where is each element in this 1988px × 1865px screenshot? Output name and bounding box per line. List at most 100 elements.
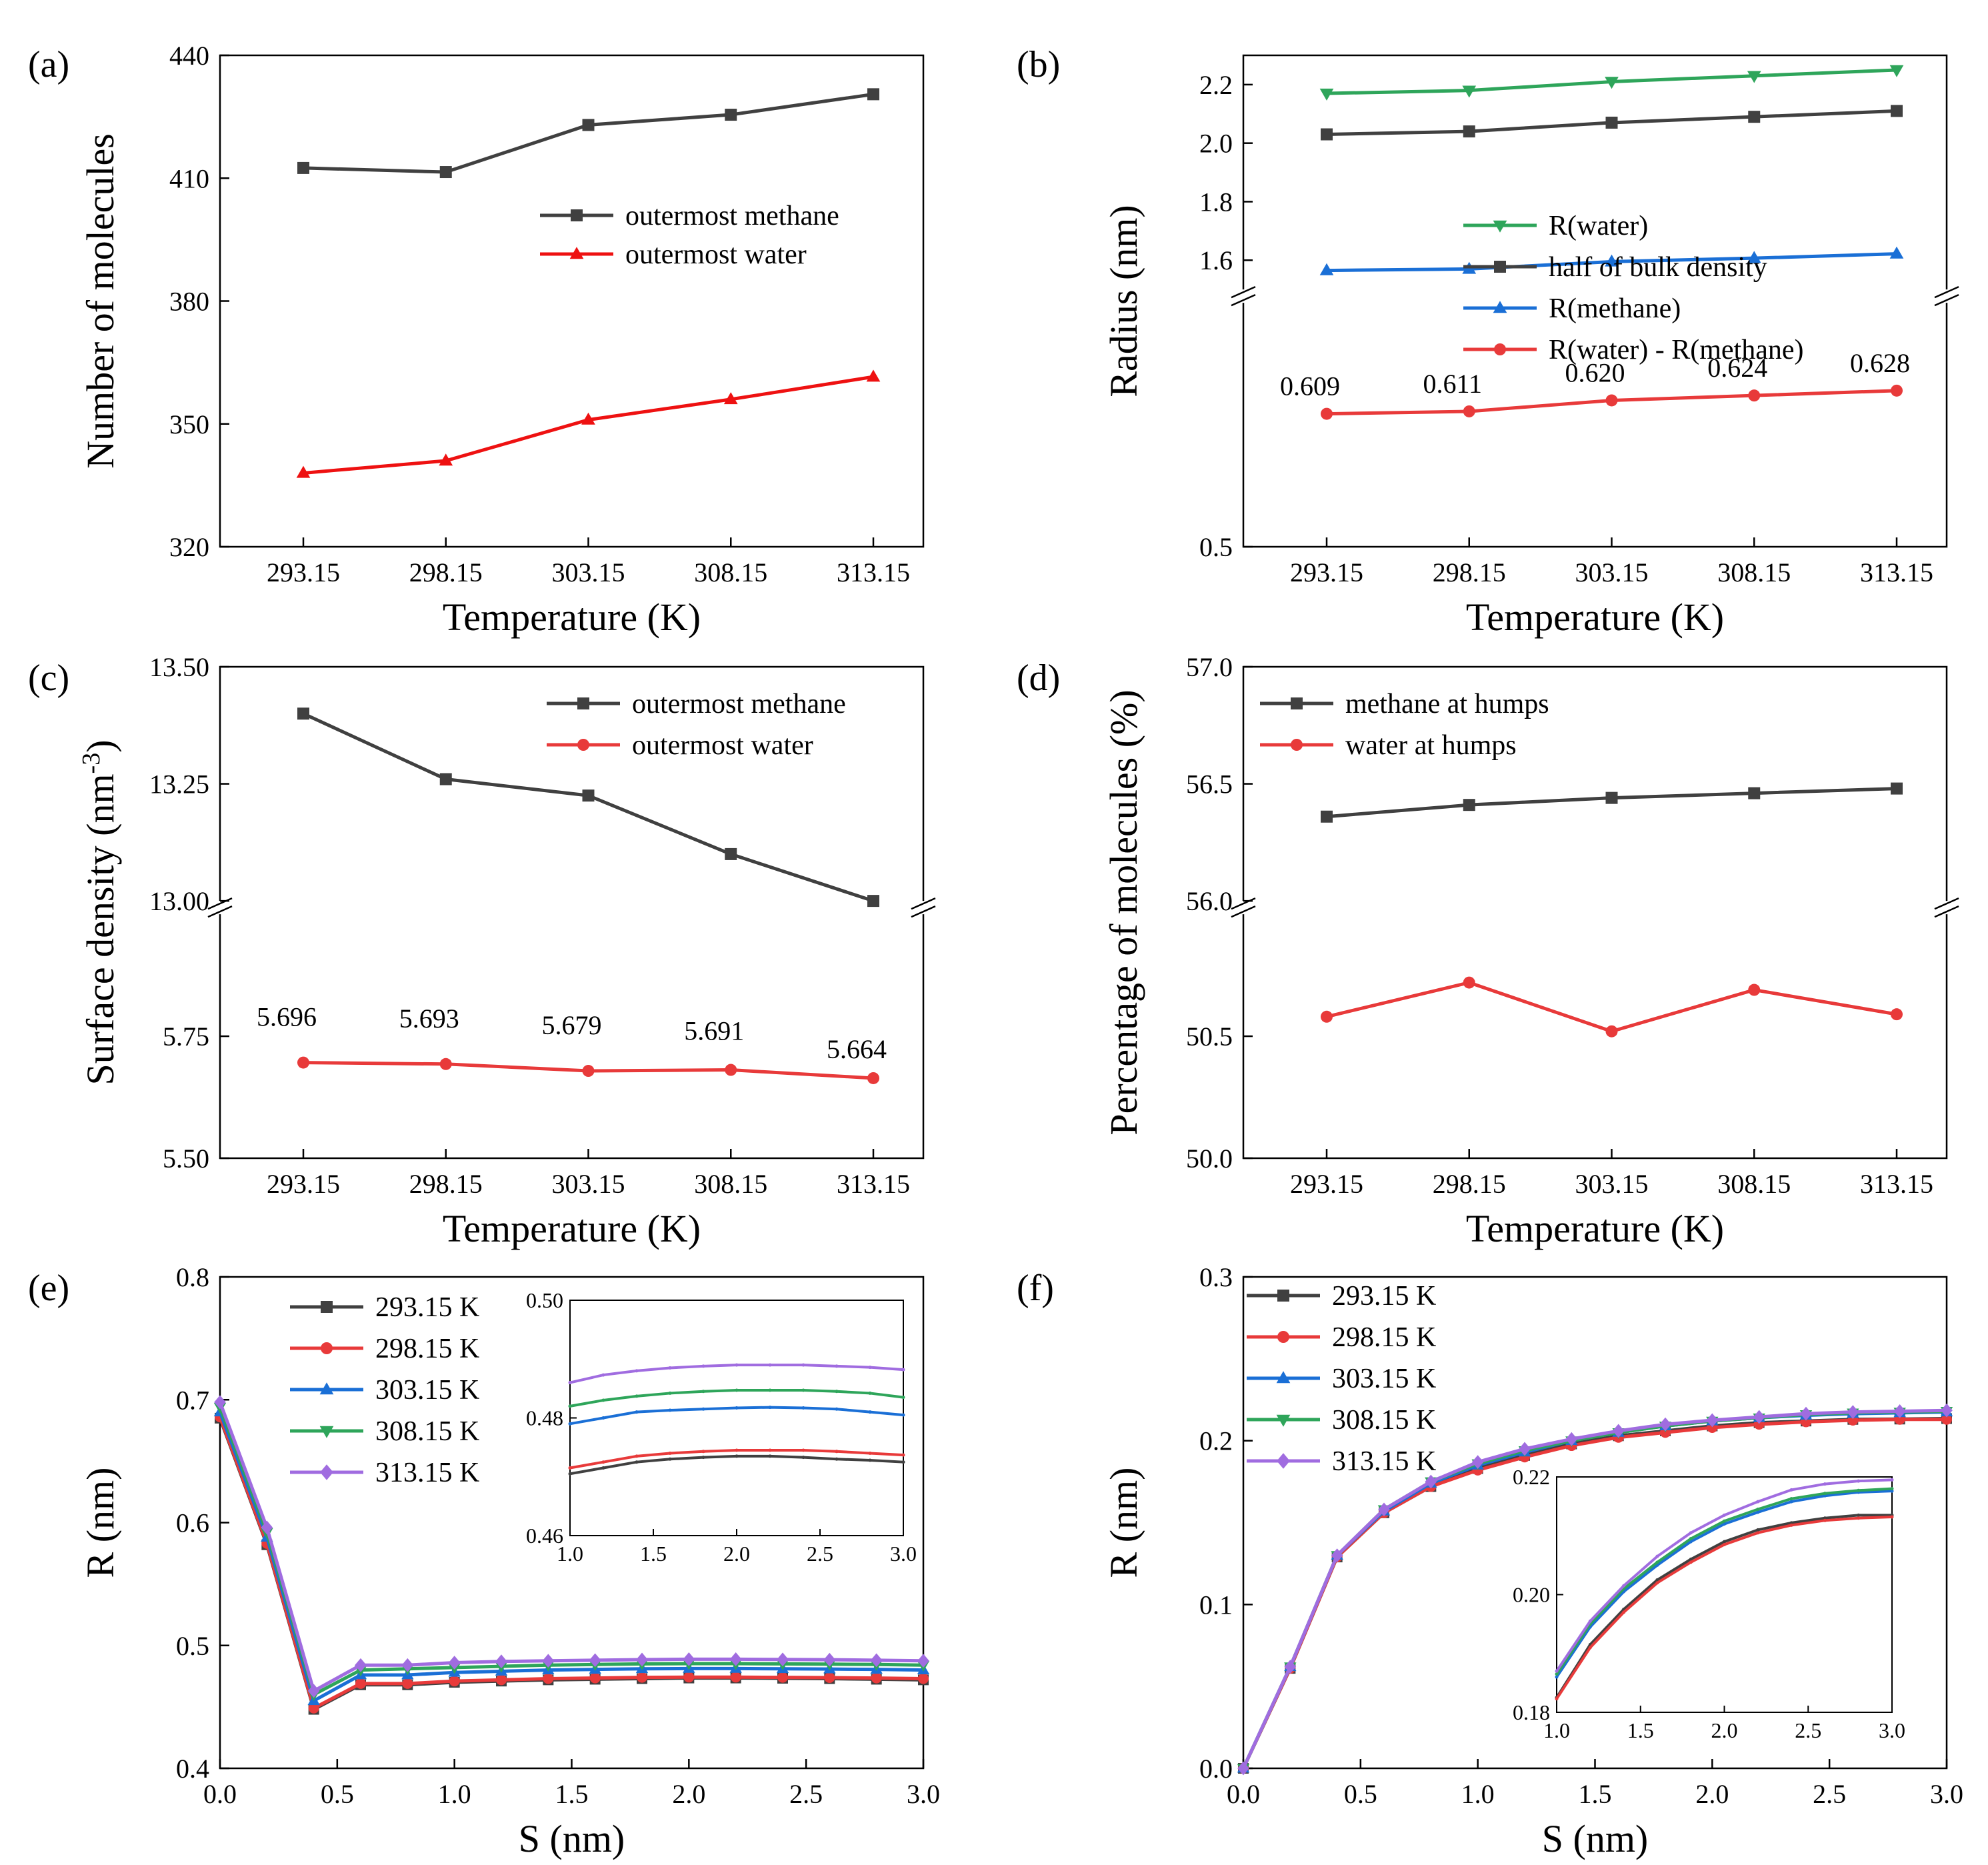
x-tick-label: 0.0 — [1227, 1779, 1260, 1809]
series-4-point — [1565, 1432, 1578, 1446]
inset-series-point — [635, 1394, 639, 1398]
series-4-point — [1941, 1403, 1953, 1418]
legend-label: half of bulk density — [1549, 252, 1767, 283]
inset-series-point — [868, 1458, 872, 1462]
x-tick-label: 0.5 — [1344, 1779, 1377, 1809]
series-4-point — [448, 1656, 461, 1670]
series-1-point — [1463, 976, 1475, 989]
axis-break-mark — [207, 905, 233, 918]
series-1-point — [449, 1676, 460, 1687]
x-tick-label: 303.15 — [552, 1169, 625, 1199]
series-4-point — [1378, 1502, 1390, 1517]
series-4-point — [401, 1658, 414, 1672]
inset-series-point — [1789, 1497, 1793, 1501]
x-tick-label: 1.5 — [1579, 1779, 1612, 1809]
x-tick-label: 1.5 — [555, 1779, 589, 1809]
inset-series-point — [1689, 1560, 1693, 1564]
inset-series-point — [901, 1413, 905, 1417]
series-1-point — [730, 1672, 741, 1683]
inset-series-point — [1789, 1500, 1793, 1504]
inset-series-point — [601, 1373, 605, 1377]
series-1-point — [918, 1673, 929, 1684]
series-1-point — [582, 1065, 595, 1078]
legend-marker — [569, 247, 584, 259]
axis-break-mark — [1934, 905, 1959, 918]
inset-plot: 0.46 0.48 0.50 1.0 1.5 2.0 2.5 3.0 — [526, 1288, 917, 1566]
y-tick-label: 320 — [169, 532, 209, 562]
series-1-point — [824, 1672, 835, 1684]
legend-label: 298.15 K — [1332, 1322, 1436, 1353]
legend-label: R(methane) — [1549, 293, 1681, 324]
series-4-point — [870, 1653, 883, 1668]
inset-series-point — [901, 1368, 905, 1372]
legend-label: 293.15 K — [1332, 1281, 1436, 1312]
inset-series-point — [835, 1390, 839, 1394]
inset-series-point — [1789, 1523, 1793, 1527]
legend-marker — [319, 1382, 334, 1395]
x-tick-label: 298.15 — [1433, 1169, 1506, 1199]
series-1-line — [1326, 980, 1897, 1034]
legend-marker — [577, 697, 589, 709]
inset-series-point — [735, 1448, 739, 1452]
legend-label: 308.15 K — [1332, 1405, 1436, 1436]
legend-label: 303.15 K — [1332, 1364, 1436, 1394]
inset-series-point — [735, 1454, 739, 1458]
inset-series-point — [768, 1388, 772, 1392]
y-tick-label: 13.25 — [149, 769, 209, 799]
inset-series-point — [1555, 1669, 1559, 1673]
y-tick-label: 56.5 — [1186, 769, 1233, 799]
inset-series-point — [1689, 1531, 1693, 1535]
inset-series-point — [868, 1410, 872, 1414]
legend-label: 313.15 K — [1332, 1446, 1436, 1477]
y-tick-label: 380 — [169, 287, 209, 317]
inset-y-tick-label: 0.50 — [526, 1288, 563, 1312]
legend-label: 313.15 K — [375, 1458, 479, 1488]
data-label: 0.609 — [1280, 371, 1340, 401]
y-tick-label: 1.8 — [1199, 187, 1233, 217]
inset-y-tick-label: 0.48 — [526, 1406, 563, 1430]
inset-x-tick-label: 3.0 — [1879, 1718, 1905, 1742]
inset-series-point — [835, 1457, 839, 1461]
panel-label: (e) — [28, 1268, 69, 1309]
series-4-point — [1284, 1660, 1297, 1674]
inset-y-tick-label: 0.46 — [526, 1524, 563, 1548]
series-4-point — [1847, 1405, 1859, 1420]
inset-series-point — [668, 1457, 672, 1461]
panel-label: (a) — [28, 44, 69, 85]
x-axis-label: Temperature (K) — [443, 595, 701, 639]
series-0-point — [867, 88, 879, 101]
series-1-point — [439, 453, 453, 466]
series-3-point — [1891, 384, 1903, 397]
y-tick-label: 50.0 — [1186, 1144, 1233, 1174]
data-label: 0.628 — [1850, 348, 1910, 378]
x-tick-label: 313.15 — [1860, 557, 1933, 587]
x-tick-label: 308.15 — [694, 557, 767, 587]
y-tick-label: 0.5 — [176, 1631, 209, 1661]
x-tick-label: 293.15 — [267, 557, 340, 587]
y-tick-label: 0.3 — [1199, 1262, 1233, 1292]
inset-x-tick-label: 2.0 — [1711, 1718, 1738, 1742]
inset-series-point — [835, 1450, 839, 1454]
inset-series-point — [635, 1454, 639, 1458]
series-2-point — [1319, 263, 1334, 275]
chart-panel-a: (a) 320 350 380 410 440 293.15 298.15 303.15 308.… — [28, 41, 925, 639]
series-4-point — [683, 1652, 695, 1666]
legend-marker — [1276, 1414, 1291, 1427]
inset-series-point — [1723, 1519, 1726, 1523]
x-tick-label: 2.5 — [789, 1779, 823, 1809]
series-1-line — [218, 1416, 924, 1711]
inset-series-point — [1823, 1492, 1827, 1496]
series-1-point — [1941, 1414, 1952, 1425]
legend-label: 303.15 K — [375, 1375, 479, 1406]
y-tick-label: 0.7 — [176, 1385, 209, 1415]
inset-series-point — [668, 1391, 672, 1395]
y-axis-label: Number of molecules — [79, 133, 122, 469]
y-tick-label: 2.0 — [1199, 129, 1233, 159]
axis-break-gap — [1231, 289, 1255, 303]
axis-break-mark — [1934, 293, 1959, 307]
series-1-point — [866, 369, 881, 382]
chart-panel-c: (c) 5.50 5.75 13.00 13.25 13.50 293.15 298.15 30… — [28, 652, 936, 1250]
series-4-point — [307, 1684, 320, 1698]
data-label: 5.664 — [827, 1034, 887, 1064]
